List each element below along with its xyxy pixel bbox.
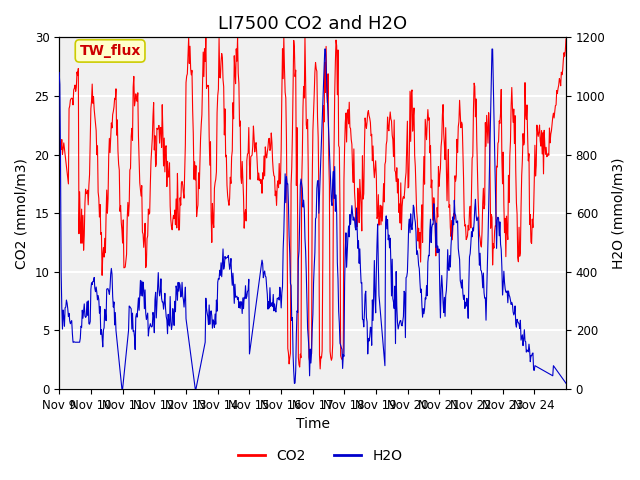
- X-axis label: Time: Time: [296, 418, 330, 432]
- Legend: CO2, H2O: CO2, H2O: [232, 443, 408, 468]
- Title: LI7500 CO2 and H2O: LI7500 CO2 and H2O: [218, 15, 407, 33]
- Text: TW_flux: TW_flux: [79, 44, 141, 58]
- Y-axis label: H2O (mmol/m3): H2O (mmol/m3): [611, 157, 625, 269]
- Y-axis label: CO2 (mmol/m3): CO2 (mmol/m3): [15, 158, 29, 269]
